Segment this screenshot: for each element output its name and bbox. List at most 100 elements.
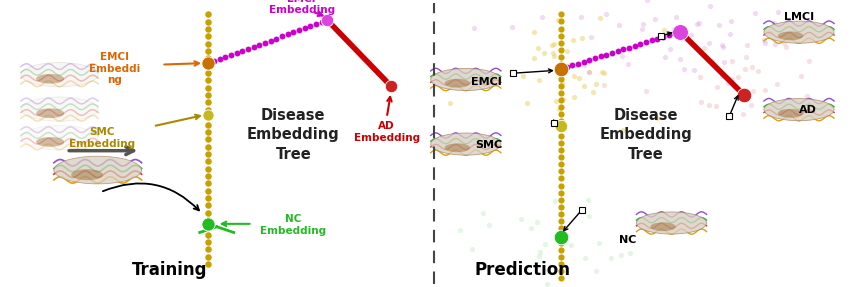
Point [723, 32, 737, 36]
Point [554, 205, 568, 209]
Point [586, 90, 600, 95]
Point [201, 61, 215, 65]
Point [571, 61, 585, 66]
Point [554, 34, 568, 38]
Point [201, 262, 215, 266]
Point [554, 176, 568, 181]
Point [802, 59, 815, 63]
Point [201, 188, 215, 193]
Point [684, 33, 698, 38]
FancyArrowPatch shape [103, 183, 199, 210]
Point [201, 137, 215, 141]
Point [706, 58, 719, 63]
Point [557, 96, 570, 101]
Point [554, 26, 568, 31]
Point [740, 43, 754, 47]
Point [201, 225, 215, 230]
Point [201, 254, 215, 259]
Point [201, 86, 215, 90]
Point [252, 42, 266, 47]
Point [694, 100, 708, 105]
Point [670, 15, 683, 20]
Text: SMC
Embedding: SMC Embedding [69, 127, 135, 149]
Point [745, 65, 758, 69]
Point [758, 88, 772, 92]
Point [201, 34, 215, 39]
Point [547, 42, 560, 46]
Point [201, 240, 215, 244]
Point [554, 233, 568, 238]
Point [657, 28, 671, 32]
Point [201, 218, 215, 222]
Point [659, 55, 672, 59]
Point [547, 54, 561, 59]
Ellipse shape [778, 109, 803, 118]
Point [201, 159, 215, 164]
Point [554, 133, 568, 138]
Point [201, 12, 215, 17]
Ellipse shape [637, 212, 706, 234]
Point [314, 20, 328, 24]
Point [640, 89, 654, 94]
Point [524, 226, 537, 230]
Ellipse shape [36, 137, 65, 147]
Point [581, 197, 594, 202]
Point [540, 281, 553, 286]
Point [599, 11, 613, 16]
Point [201, 144, 215, 149]
Point [703, 102, 717, 107]
Text: Training: Training [133, 261, 207, 279]
Point [546, 43, 559, 48]
Point [704, 4, 717, 9]
Text: EMCI
Embeddi
ng: EMCI Embeddi ng [89, 52, 140, 86]
Point [201, 20, 215, 24]
Point [598, 71, 611, 75]
Point [533, 250, 547, 254]
Point [554, 84, 568, 88]
Point [737, 93, 751, 98]
Point [201, 174, 215, 178]
Ellipse shape [71, 169, 103, 180]
Point [640, 0, 654, 2]
Point [744, 103, 757, 108]
Point [555, 230, 569, 235]
Point [527, 56, 541, 60]
Point [554, 48, 568, 52]
Point [554, 226, 568, 231]
Point [624, 251, 638, 255]
Point [592, 16, 606, 21]
Point [292, 28, 306, 33]
Point [230, 51, 243, 55]
Point [554, 212, 568, 216]
Text: NC
Embedding: NC Embedding [260, 214, 326, 236]
Point [578, 63, 592, 67]
Point [554, 126, 568, 131]
Point [596, 70, 609, 75]
Ellipse shape [21, 63, 98, 87]
Point [201, 49, 215, 53]
Point [554, 191, 568, 195]
Point [566, 38, 580, 42]
Point [650, 36, 664, 41]
Point [530, 46, 544, 50]
Point [280, 32, 294, 37]
Point [552, 106, 566, 111]
Point [201, 222, 215, 226]
Point [554, 241, 568, 245]
Point [554, 62, 568, 67]
Point [582, 69, 596, 74]
Point [554, 219, 568, 224]
Point [212, 57, 226, 61]
Point [725, 77, 739, 82]
Point [554, 67, 568, 71]
Point [554, 276, 568, 281]
Point [554, 119, 568, 124]
Point [235, 49, 249, 53]
Point [564, 243, 578, 248]
Point [530, 220, 543, 224]
Point [577, 59, 591, 64]
Point [554, 69, 568, 74]
Point [201, 115, 215, 119]
Point [758, 41, 772, 45]
Point [584, 35, 598, 39]
